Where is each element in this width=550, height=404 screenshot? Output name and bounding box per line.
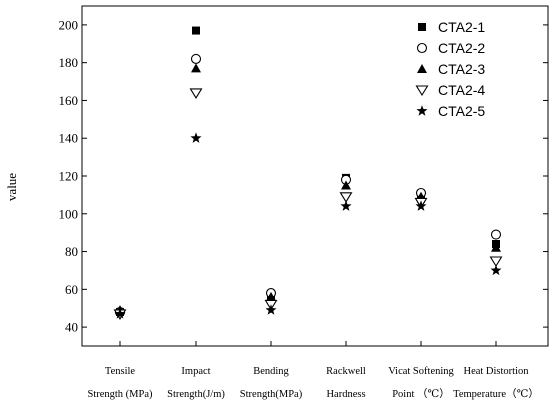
point-cta2-5-4	[415, 200, 427, 211]
x-category-label-line1: Heat Distortion	[463, 366, 529, 377]
point-cta2-3-1	[191, 63, 201, 73]
point-cta2-4-5	[489, 256, 503, 268]
legend-label-cta2-3: CTA2-3	[438, 61, 485, 77]
x-category-label-line2: Strength(J/m)	[167, 389, 225, 400]
x-category-label-line2: Hardness	[326, 389, 365, 400]
y-tick-label: 60	[65, 282, 78, 297]
x-category-label-line1: Rackwell	[326, 366, 366, 377]
point-cta2-4-1	[189, 88, 203, 99]
x-category-label-line2: Strength(MPa)	[240, 389, 303, 400]
y-tick-label: 40	[65, 320, 78, 335]
legend-label-cta2-2: CTA2-2	[438, 40, 485, 56]
x-category-label-line1: Tensile	[105, 366, 136, 377]
y-tick-label: 180	[59, 55, 79, 70]
point-cta2-5-2	[265, 304, 277, 315]
x-category-label-line2: Temperature（℃）	[453, 388, 539, 400]
y-tick-label: 120	[59, 169, 79, 184]
y-tick-label: 140	[59, 131, 79, 146]
legend-label-cta2-5: CTA2-5	[438, 103, 485, 119]
plot-frame	[81, 5, 549, 347]
legend: CTA2-1 CTA2-2 CTA2-3 CTA2-4 CTA2-5	[415, 19, 485, 119]
y-tick-label: 100	[59, 206, 79, 221]
legend-marker-cta2-2	[416, 42, 428, 54]
legend-marker-cta2-3	[417, 64, 427, 73]
y-axis: 40 60 80 100 120 140 160 180 200	[59, 17, 548, 335]
legend-marker-cta2-4	[415, 85, 429, 97]
point-cta2-5-0	[114, 308, 126, 319]
legend-label-cta2-4: CTA2-4	[438, 82, 485, 98]
x-category-label-line1: Bending	[253, 366, 289, 377]
legend-marker-cta2-5	[416, 105, 428, 116]
x-category-label-line1: Vicat Softening	[388, 366, 454, 377]
data-points	[113, 26, 503, 320]
legend-label-cta2-1: CTA2-1	[438, 19, 485, 35]
x-category-label-line2: Strength (MPa)	[87, 389, 153, 400]
y-tick-label: 160	[59, 93, 79, 108]
point-cta2-3-2	[266, 291, 276, 301]
x-category-label-line1: Impact	[181, 366, 210, 377]
point-cta2-2-5	[490, 229, 502, 240]
y-tick-label: 200	[59, 17, 79, 32]
legend-marker-cta2-1	[418, 23, 426, 31]
x-axis: Tensile Strength (MPa) Impact Strength(J/m)…	[87, 341, 539, 400]
point-cta2-5-5	[490, 264, 502, 276]
y-axis-title: value	[4, 173, 19, 201]
y-tick-label: 80	[65, 244, 78, 259]
point-cta2-3-5	[491, 242, 501, 252]
point-cta2-5-3	[340, 200, 352, 211]
x-category-label-line2: Point （℃）	[392, 388, 450, 400]
point-cta2-5-1	[190, 132, 202, 143]
point-cta2-2-1	[190, 53, 202, 64]
point-cta2-3-3	[341, 180, 351, 190]
point-cta2-1-1	[192, 26, 200, 35]
point-cta2-4-3	[339, 192, 353, 203]
